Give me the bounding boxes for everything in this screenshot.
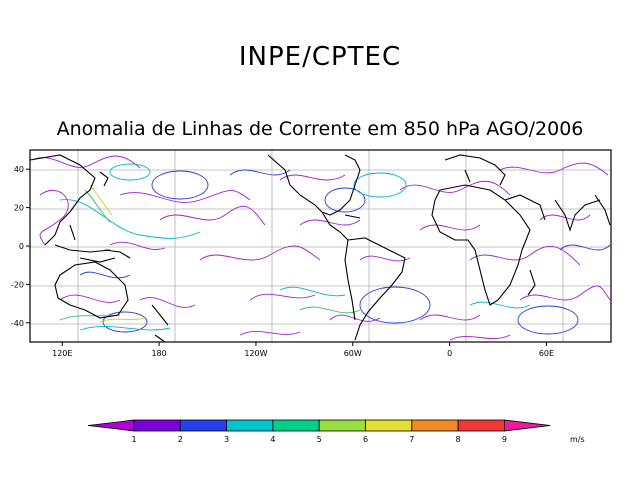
lon-tick-label: 60W <box>344 349 362 358</box>
colorbar-label: 5 <box>317 435 322 444</box>
colorbar-label: 2 <box>178 435 183 444</box>
colorbar-segment <box>457 419 505 432</box>
lon-tick-label: 60E <box>539 349 554 358</box>
colorbar-segment <box>318 419 366 432</box>
lat-tick-label: -20 <box>11 280 24 289</box>
streamlines <box>31 155 611 341</box>
lat-tick-label: -40 <box>11 319 24 328</box>
lon-tick-label: 120E <box>52 349 72 358</box>
lon-tick-label: 0 <box>447 349 452 358</box>
colorbar-label: 3 <box>224 435 229 444</box>
lat-tick-label: 20 <box>14 204 24 213</box>
colorbar-unit: m/s <box>570 435 585 444</box>
colorbar-label: 4 <box>270 435 275 444</box>
lon-tick-label: 120W <box>244 349 267 358</box>
colorbar-segment <box>133 419 181 432</box>
colorbar-segment <box>226 419 274 432</box>
colorbar-label: 8 <box>456 435 461 444</box>
colorbar-segment <box>411 419 459 432</box>
colorbar-label: 1 <box>131 435 136 444</box>
chart-subtitle: Anomalia de Linhas de Corrente em 850 hP… <box>56 118 584 140</box>
colorbar-arrow-high <box>503 419 551 432</box>
axis-ticks <box>26 168 547 346</box>
colorbar-segment <box>179 419 228 432</box>
colorbar-segment <box>272 419 320 432</box>
colorbar-label: 6 <box>363 435 368 444</box>
lat-tick-label: 0 <box>19 242 24 251</box>
chart-title: INPE/CPTEC <box>238 42 402 72</box>
axis-labels: 40 20 0 -20 -40 120E 180 120W 60W 0 60E <box>11 165 554 358</box>
coastlines <box>30 154 611 342</box>
lon-tick-label: 180 <box>151 349 166 358</box>
colorbar-label: 9 <box>502 435 507 444</box>
colorbar-arrow-low <box>87 419 135 432</box>
colorbar-label: 7 <box>409 435 414 444</box>
lat-tick-label: 40 <box>14 165 24 174</box>
colorbar-segment <box>365 419 413 432</box>
